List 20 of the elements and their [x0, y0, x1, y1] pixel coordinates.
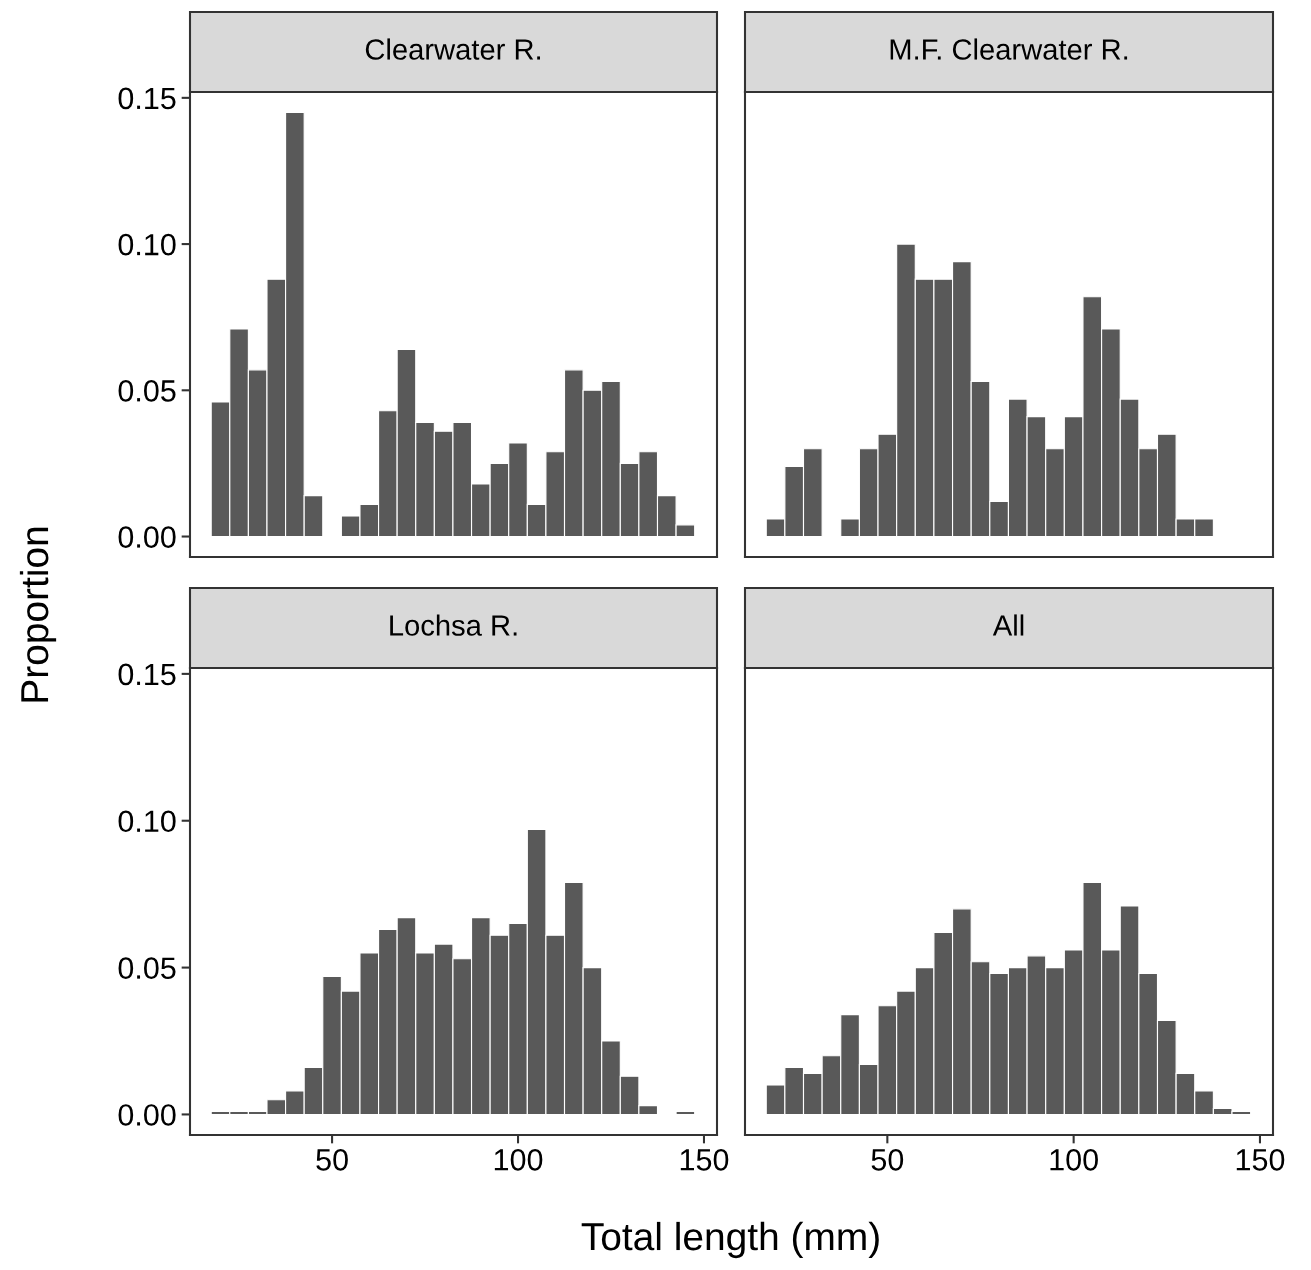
x-tick-label: 50 — [316, 1149, 348, 1171]
chart-title: Lochsa R. — [390, 614, 517, 636]
x-axis-title: Total length (mm) — [581, 1221, 879, 1259]
x-tick-label: 50 — [871, 1149, 904, 1171]
y-tick-label: 0.00 — [118, 1104, 176, 1126]
chart-title: M.F. Clearwater R. — [890, 38, 1128, 60]
y-tick-label: 0.10 — [118, 810, 176, 833]
y-tick-label: 0.05 — [118, 380, 176, 402]
y-tick-label: 0.15 — [118, 87, 176, 110]
chart-title: Clearwater R. — [365, 38, 540, 60]
y-tick-label: 0.05 — [118, 957, 176, 979]
y-tick-label: 0.10 — [118, 233, 176, 256]
y-axis-title: Proportion — [19, 527, 57, 702]
x-tick-label: 100 — [1050, 1149, 1098, 1171]
x-tick-label: 150 — [680, 1149, 729, 1171]
x-tick-label: 150 — [1236, 1149, 1285, 1171]
y-tick-label: 0.15 — [118, 663, 176, 686]
y-tick-label: 0.00 — [118, 526, 176, 548]
chart-title: All — [992, 614, 1024, 636]
x-tick-label: 100 — [494, 1149, 543, 1171]
